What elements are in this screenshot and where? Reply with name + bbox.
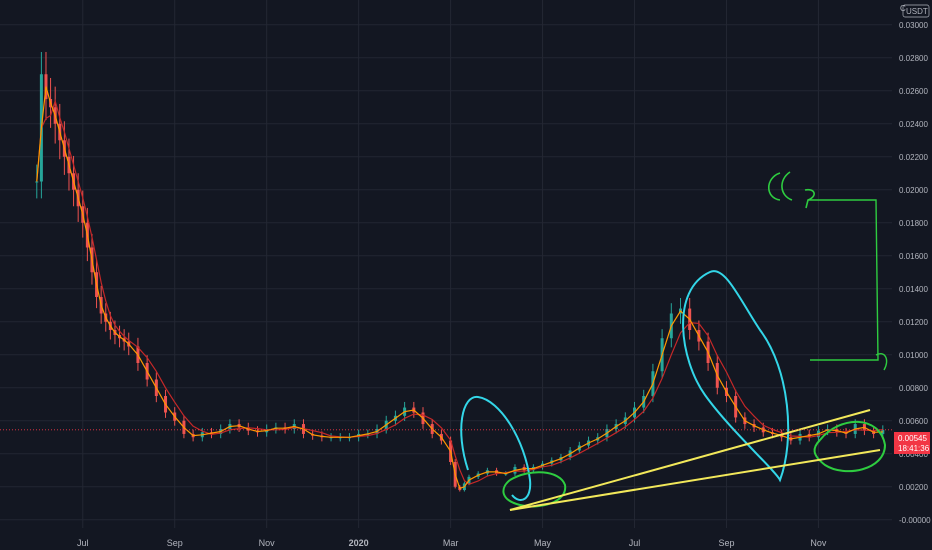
annotation-cyan-oval-right: [682, 270, 790, 483]
moving-average-fast: [36, 86, 883, 490]
y-tick-label: 0.01600: [899, 252, 928, 261]
y-tick-label: 0.00400: [899, 450, 928, 459]
x-tick-label: 2020: [349, 538, 369, 548]
last-price-label: 0.00545: [898, 434, 927, 443]
vertical-gridlines: [82, 0, 819, 528]
y-tick-label: 0.01000: [899, 351, 928, 360]
y-tick-label: 0.02000: [899, 186, 928, 195]
x-tick-label: Jul: [629, 538, 641, 548]
trendline-yellow-lower: [509, 449, 881, 511]
annotation-green-paren: [767, 171, 793, 201]
trendline-yellow-upper: [509, 409, 871, 511]
y-tick-label: 0.02400: [899, 120, 928, 129]
countdown-label: 18:41:36: [898, 444, 930, 453]
y-tick-label: 0.00200: [899, 483, 928, 492]
y-tick-label: 0.02200: [899, 153, 928, 162]
x-tick-label: Nov: [810, 538, 827, 548]
annotation-green-question: [804, 188, 815, 209]
annotation-cyan-oval-left: [460, 395, 532, 501]
x-tick-label: Sep: [167, 538, 183, 548]
x-tick-label: May: [534, 538, 552, 548]
currency-label: USDT: [906, 7, 928, 16]
annotation-green-bracket: [808, 199, 879, 361]
x-tick-label: Jul: [77, 538, 89, 548]
x-tick-label: Mar: [443, 538, 459, 548]
y-tick-label: 0.00600: [899, 417, 928, 426]
annotation-layer: [460, 171, 888, 511]
time-scale[interactable]: Jul Sep Nov 2020 Mar May Jul Sep Nov: [77, 538, 827, 548]
candle-body: [881, 429, 885, 434]
y-tick-label: -0.00000: [899, 516, 931, 525]
y-tick-label: 0.00800: [899, 384, 928, 393]
annotation-green-circle-right: [813, 420, 887, 473]
annotation-green-hook: [875, 353, 888, 371]
y-tick-label: 0.01200: [899, 318, 928, 327]
y-tick-label: 0.02800: [899, 54, 928, 63]
x-tick-label: Nov: [259, 538, 276, 548]
currency-badge: C USDT: [890, 2, 930, 18]
y-tick-label: 0.01400: [899, 285, 928, 294]
candle-body: [35, 181, 39, 183]
moving-average-slow: [36, 99, 883, 485]
price-scale[interactable]: 0.03000 0.02800 0.02600 0.02400 0.02200 0.020…: [899, 21, 931, 525]
y-tick-label: 0.01800: [899, 219, 928, 228]
x-tick-label: Sep: [718, 538, 734, 548]
horizontal-gridlines: [0, 24, 892, 521]
y-tick-label: 0.03000: [899, 21, 928, 30]
last-price-tag: 0.00545 18:41:36: [894, 432, 930, 454]
y-tick-label: 0.02600: [899, 87, 928, 96]
